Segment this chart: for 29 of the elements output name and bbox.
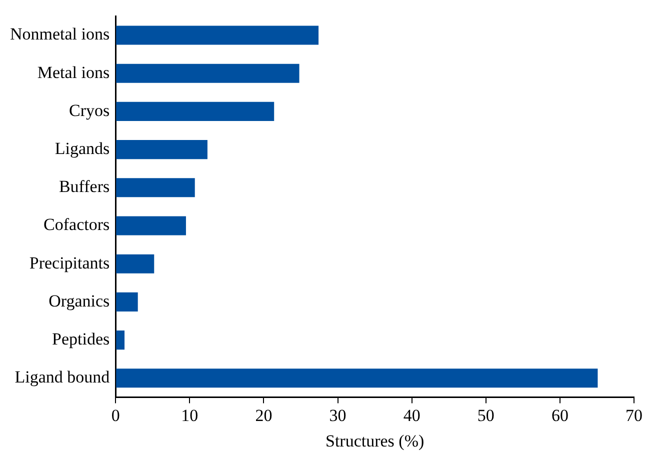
bar <box>116 102 274 121</box>
x-tick-label: 20 <box>255 406 272 425</box>
bar <box>116 254 154 274</box>
bar <box>116 216 186 236</box>
bar <box>116 292 138 312</box>
x-tick-label: 40 <box>403 406 420 425</box>
bar <box>116 26 319 45</box>
bar <box>116 64 300 83</box>
x-tick-label: 70 <box>626 406 642 425</box>
bar <box>116 140 208 160</box>
y-tick-label: Metal ions <box>37 62 110 82</box>
x-tick-label: 30 <box>329 406 346 425</box>
y-tick-label: Ligands <box>54 139 110 158</box>
x-tick-label: 10 <box>181 406 198 425</box>
y-tick-label: Cofactors <box>44 215 110 234</box>
y-tick-label: Peptides <box>52 330 110 349</box>
x-tick-label: 50 <box>477 406 494 425</box>
y-tick-label: Buffers <box>58 177 110 196</box>
bar <box>116 368 598 388</box>
bar <box>116 330 125 350</box>
y-tick-label: Nonmetal ions <box>10 24 110 44</box>
x-tick-label: 0 <box>111 406 120 425</box>
y-tick-label: Cryos <box>69 100 110 120</box>
y-tick-label: Precipitants <box>29 253 110 272</box>
y-tick-label: Organics <box>48 291 110 310</box>
y-tick-label: Ligand bound <box>14 368 110 387</box>
x-tick-label: 60 <box>551 406 568 425</box>
bar <box>116 178 195 198</box>
x-axis-title: Structures (%) <box>325 431 424 450</box>
